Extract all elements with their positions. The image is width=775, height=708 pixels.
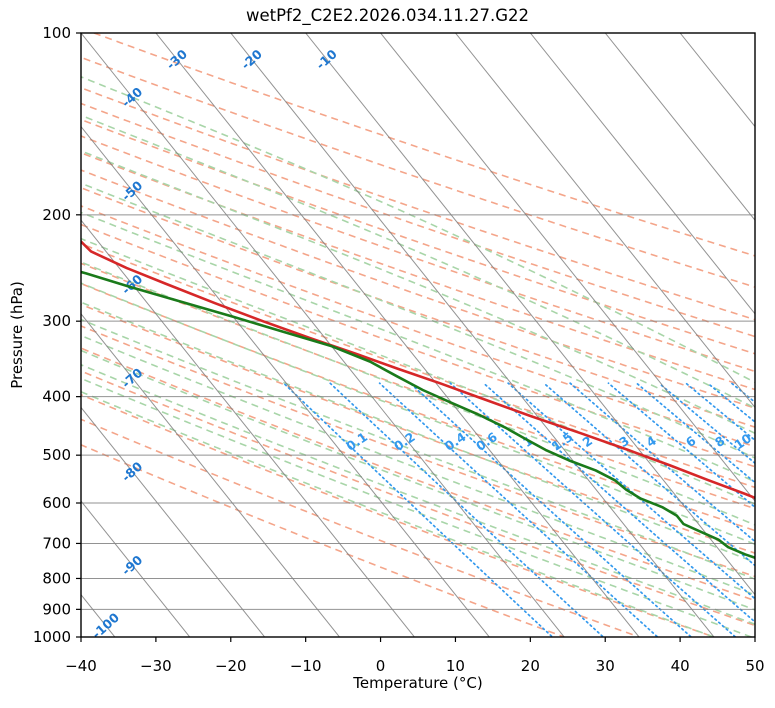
x-tick-label: −30 (140, 657, 172, 675)
dry-adiabat-line (81, 393, 715, 637)
plot-frame (80, 32, 756, 638)
isotherm-line (230, 33, 715, 637)
moist-adiabat-line (81, 237, 755, 505)
x-tick-label: −20 (215, 657, 247, 675)
dry-adiabat-line (81, 303, 755, 554)
x-axis-ticks-group: −40 −30 −20 −10 0 10 20 30 40 50 (65, 637, 765, 675)
y-tick-label: 400 (42, 388, 71, 406)
x-tick-label: 20 (521, 657, 540, 675)
mixing-ratio-line (409, 382, 693, 637)
y-tick-label: 100 (42, 24, 71, 42)
isotherm-line (380, 33, 755, 502)
x-tick-label: 30 (596, 657, 615, 675)
moist-adiabat-line (81, 211, 755, 483)
dry-adiabat-line (81, 370, 755, 627)
isotherm-line (81, 313, 340, 637)
y-axis-ticks-group: 100 200 300 400 500 600 700 800 900 1000 (33, 24, 81, 646)
x-tick-label: 10 (446, 657, 465, 675)
dry-adiabat-line (81, 169, 755, 409)
y-tick-label: 900 (42, 600, 71, 618)
plot-background (81, 33, 755, 637)
isotherm-line (81, 33, 565, 637)
mixing-ratio-line (607, 382, 755, 509)
mixing-ratio-line (482, 382, 755, 624)
mixing-ratio-line (282, 382, 554, 637)
moist-adiabat-line (81, 318, 755, 580)
moist-adiabat-line (81, 114, 755, 409)
isotherm-line (81, 125, 490, 637)
moist-adiabat-line (81, 363, 755, 626)
y-tick-label: 300 (42, 312, 71, 330)
dry-adiabat-line (81, 443, 565, 637)
dry-adiabat-line (81, 205, 755, 448)
y-axis-title: Pressure (hPa) (8, 281, 26, 389)
y-tick-label: 700 (42, 534, 71, 552)
isotherm-line (81, 219, 415, 637)
isotherm-line (81, 406, 266, 637)
x-tick-label: 50 (745, 657, 764, 675)
x-tick-label: 40 (671, 657, 690, 675)
x-tick-label: −40 (65, 657, 97, 675)
page-title: wetPf2_C2E2.2026.034.11.27.G22 (245, 6, 530, 25)
x-tick-label: 0 (376, 657, 386, 675)
mixing-ratio-line (658, 382, 755, 465)
mixing-ratio-lines-group (282, 382, 775, 650)
moist-adiabat-line (81, 182, 755, 459)
dry-adiabat-line (81, 418, 640, 637)
mixing-ratio-line (378, 382, 659, 637)
x-tick-label: −10 (290, 657, 322, 675)
mixing-ratio-line (449, 382, 737, 637)
y-tick-label: 200 (42, 206, 71, 224)
moist-adiabat-line (81, 349, 755, 611)
moist-adiabat-line (81, 377, 752, 637)
profile-line-temperature (81, 239, 755, 500)
isotherm-line (455, 33, 755, 409)
y-tick-label: 1000 (33, 628, 71, 646)
dry-adiabat-line (81, 118, 755, 355)
isotherm-line (529, 33, 755, 315)
dry-adiabat-line (81, 186, 755, 428)
sounding-profiles-group (81, 239, 755, 560)
dry-adiabat-line (81, 325, 755, 578)
moist-adiabat-line (81, 150, 755, 435)
isotherm-line (754, 33, 755, 34)
mixing-ratio-line (507, 382, 755, 600)
y-tick-label: 500 (42, 446, 71, 464)
isotherm-line (81, 500, 191, 637)
mixing-ratio-line (756, 383, 775, 650)
isotherm-lines-group (81, 33, 755, 637)
x-axis-title: Temperature (°C) (352, 674, 482, 692)
moist-adiabat-line (81, 390, 715, 637)
profile-line-dewpoint (81, 270, 755, 560)
dry-adiabat-line (81, 56, 755, 288)
moist-adiabat-line (81, 261, 755, 526)
isotherm-line (604, 33, 755, 222)
isotherm-line (155, 33, 640, 637)
moist-adiabats-group (81, 75, 755, 637)
y-tick-label: 800 (42, 569, 71, 587)
dry-adiabat-line (93, 33, 755, 257)
y-tick-label: 600 (42, 494, 71, 512)
